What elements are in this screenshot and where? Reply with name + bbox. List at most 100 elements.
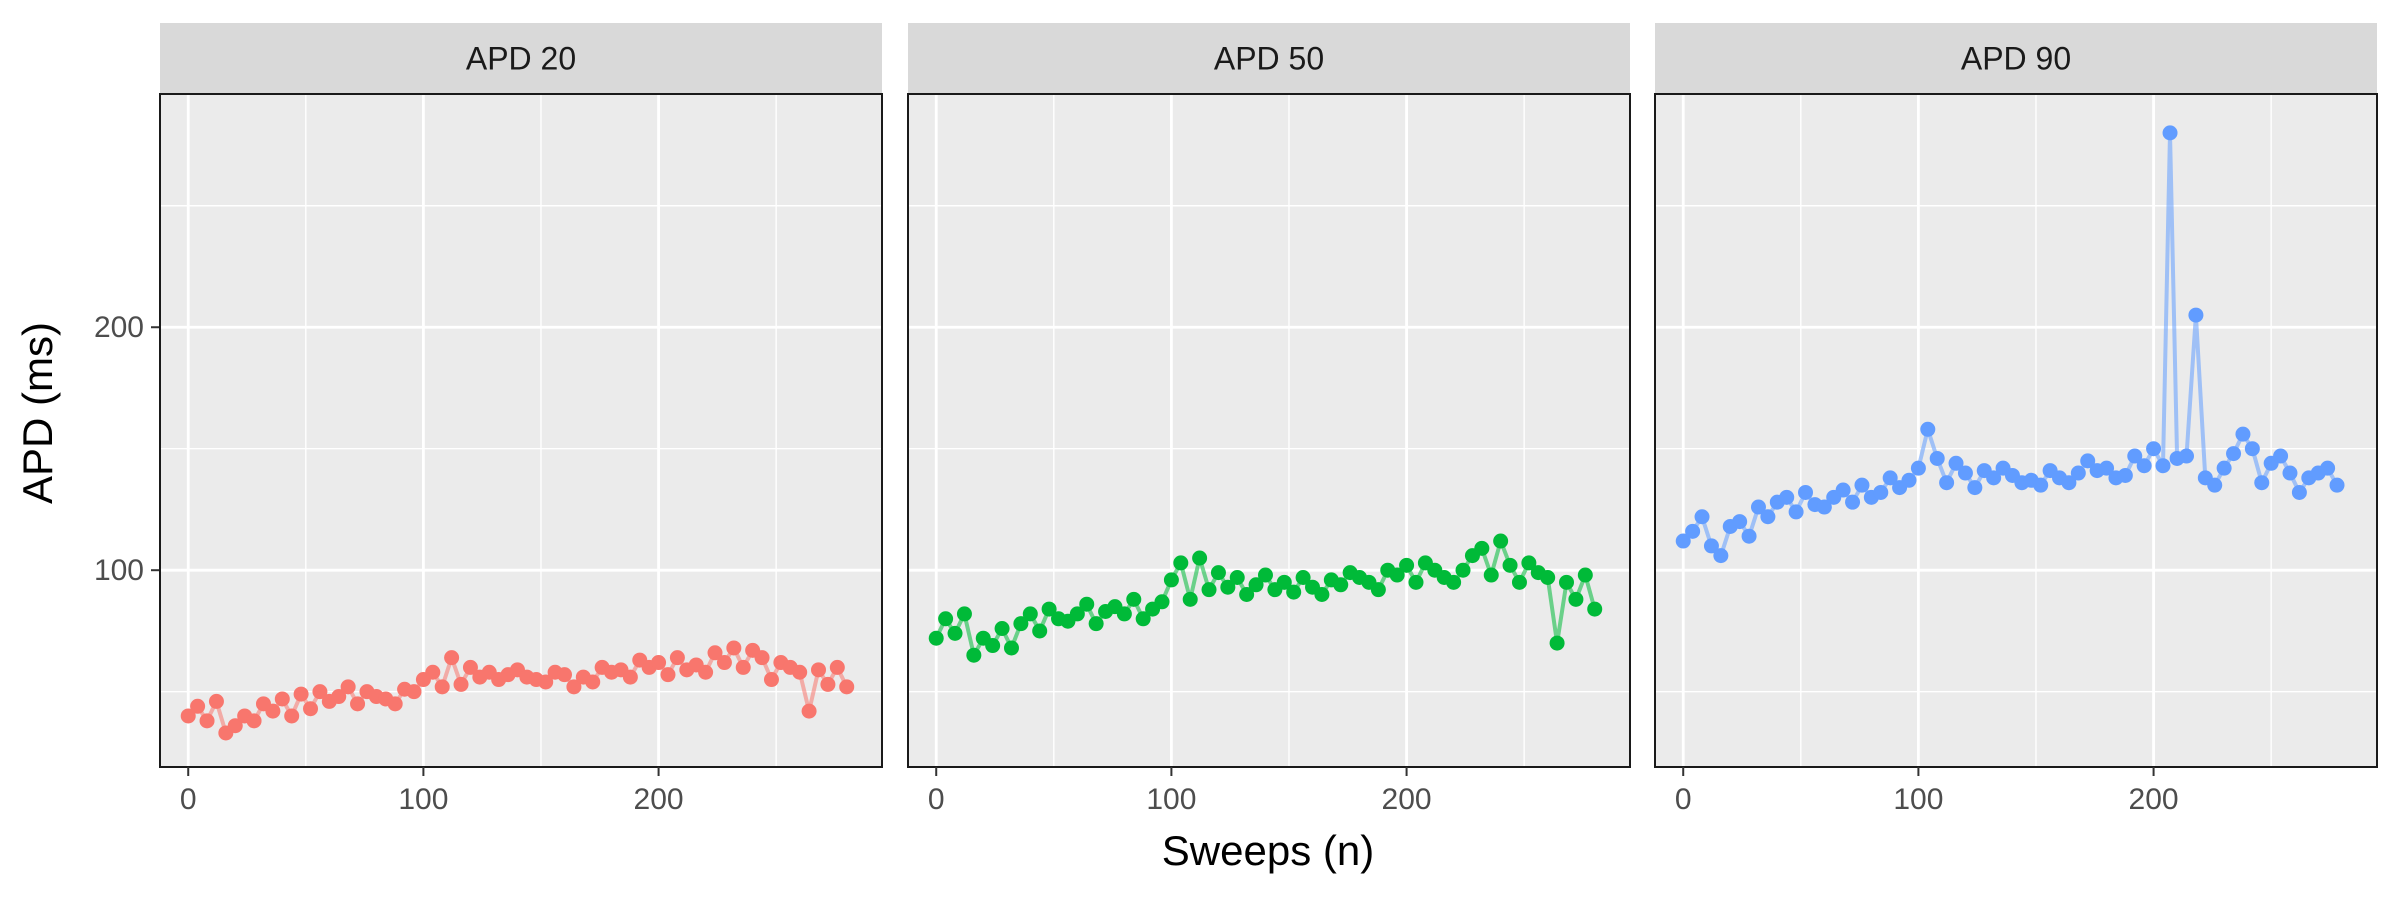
data-point bbox=[829, 659, 845, 675]
data-point bbox=[716, 655, 732, 671]
data-point bbox=[985, 638, 1001, 654]
data-point bbox=[1135, 611, 1151, 627]
data-point bbox=[180, 708, 196, 724]
data-point bbox=[820, 676, 836, 692]
x-tick-label: 0 bbox=[180, 783, 197, 816]
data-point bbox=[2033, 477, 2049, 493]
data-point bbox=[2127, 448, 2143, 464]
data-point bbox=[246, 713, 262, 729]
data-point bbox=[1760, 509, 1776, 525]
data-point bbox=[538, 674, 554, 690]
data-point bbox=[1399, 557, 1415, 573]
data-point bbox=[1577, 567, 1593, 583]
data-point bbox=[284, 708, 300, 724]
data-point bbox=[1910, 460, 1926, 476]
data-point bbox=[1276, 574, 1292, 590]
data-point bbox=[622, 669, 638, 685]
data-point bbox=[1257, 567, 1273, 583]
data-point bbox=[1939, 475, 1955, 491]
data-point bbox=[1126, 591, 1142, 607]
data-point bbox=[453, 676, 469, 692]
data-point bbox=[1370, 582, 1386, 598]
y-tick-label: 200 bbox=[94, 311, 144, 344]
data-point bbox=[2291, 484, 2307, 500]
data-point bbox=[274, 691, 290, 707]
data-point bbox=[1901, 472, 1917, 488]
data-point bbox=[1069, 606, 1085, 622]
facet-strip-label: APD 90 bbox=[1961, 41, 2071, 77]
data-point bbox=[660, 667, 676, 683]
data-point bbox=[1493, 533, 1509, 549]
x-tick-label: 100 bbox=[1893, 783, 1943, 816]
data-point bbox=[994, 621, 1010, 637]
data-point bbox=[2329, 477, 2345, 493]
data-point bbox=[1694, 509, 1710, 525]
data-point bbox=[190, 698, 206, 714]
data-point bbox=[763, 672, 779, 688]
data-point bbox=[208, 693, 224, 709]
data-point bbox=[2070, 465, 2086, 481]
data-point bbox=[1163, 572, 1179, 588]
data-point bbox=[1003, 640, 1019, 656]
data-point bbox=[331, 689, 347, 705]
data-point bbox=[2080, 453, 2096, 469]
data-point bbox=[1920, 421, 1936, 437]
panel-background bbox=[1655, 94, 2377, 767]
data-point bbox=[1173, 555, 1189, 571]
data-point bbox=[2117, 467, 2133, 483]
data-point bbox=[2320, 460, 2336, 476]
data-point bbox=[801, 703, 817, 719]
data-point bbox=[1929, 450, 1945, 466]
data-point bbox=[1568, 591, 1584, 607]
data-point bbox=[2136, 458, 2152, 474]
facet-strip-label: APD 50 bbox=[1214, 41, 1324, 77]
data-point bbox=[1474, 540, 1490, 556]
data-point bbox=[1703, 538, 1719, 554]
data-point bbox=[425, 664, 441, 680]
data-point bbox=[1675, 533, 1691, 549]
data-point bbox=[651, 655, 667, 671]
data-point bbox=[434, 679, 450, 695]
x-tick-label: 100 bbox=[398, 783, 448, 816]
data-point bbox=[1041, 601, 1057, 617]
data-point bbox=[1685, 523, 1701, 539]
x-tick-label: 200 bbox=[634, 783, 684, 816]
facet-panel: APD 50 0 100 200 bbox=[907, 23, 1631, 816]
data-point bbox=[265, 703, 281, 719]
data-point bbox=[938, 611, 954, 627]
facet-strip bbox=[908, 23, 1630, 94]
data-point bbox=[2254, 475, 2270, 491]
data-point bbox=[1210, 565, 1226, 581]
data-point bbox=[1483, 567, 1499, 583]
data-point bbox=[1845, 494, 1861, 510]
data-point bbox=[2061, 475, 2077, 491]
data-point bbox=[1116, 606, 1132, 622]
x-tick-label: 200 bbox=[2129, 783, 2179, 816]
y-tick-label: 100 bbox=[94, 554, 144, 587]
data-point bbox=[1446, 574, 1462, 590]
data-point bbox=[1314, 586, 1330, 602]
data-point bbox=[839, 679, 855, 695]
data-point bbox=[1013, 616, 1029, 632]
data-point bbox=[199, 713, 215, 729]
data-point bbox=[2282, 465, 2298, 481]
x-tick-label: 200 bbox=[1382, 783, 1432, 816]
data-point bbox=[557, 667, 573, 683]
data-point bbox=[792, 664, 808, 680]
data-point bbox=[966, 647, 982, 663]
panel-background bbox=[908, 94, 1630, 767]
data-point bbox=[1750, 499, 1766, 515]
data-point bbox=[1201, 582, 1217, 598]
data-point bbox=[2188, 307, 2204, 323]
x-axis-title: Sweeps (n) bbox=[1162, 827, 1374, 874]
y-axis-title: APD (ms) bbox=[14, 322, 61, 504]
facet-strip bbox=[160, 23, 882, 94]
data-point bbox=[1088, 616, 1104, 632]
data-point bbox=[1873, 484, 1889, 500]
data-point bbox=[1798, 484, 1814, 500]
data-point bbox=[1389, 567, 1405, 583]
data-point bbox=[387, 696, 403, 712]
data-point bbox=[1835, 482, 1851, 498]
data-point bbox=[1788, 504, 1804, 520]
data-point bbox=[928, 630, 944, 646]
